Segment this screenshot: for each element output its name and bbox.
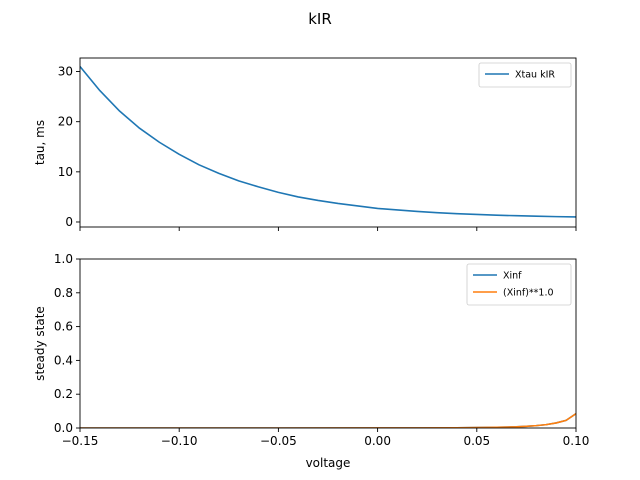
y-tick-label: 0.4 [54,353,73,367]
legend-label: (Xinf)**1.0 [503,288,554,299]
y-tick-label: 0.6 [54,320,73,334]
y-tick-label: 20 [58,115,73,129]
x-tick-label: −0.15 [62,434,99,448]
x-tick-label: 0.10 [563,434,590,448]
axes-frame [79,57,577,228]
legend-label: Xtau kIR [515,70,555,81]
y-tick-label: 0.8 [54,286,73,300]
x-tick-label: −0.10 [161,434,198,448]
x-tick-label: 0.05 [463,434,490,448]
y-tick-label: 0 [65,215,73,229]
panels: 0 10 20 30 tau, ms Xtau kIR −0.15 −0.10 −0.05 0.0… [33,57,589,448]
y-axis-label: tau, ms [33,120,47,165]
legend: Xinf (Xinf)**1.0 [466,263,572,306]
x-tick-label: 0.00 [364,434,391,448]
y-tick-label: 30 [58,65,73,79]
axes-frame [79,258,577,429]
y-tick-label: 0.2 [54,387,73,401]
chart-title: kIR [308,10,332,28]
series-line-1 [80,412,576,428]
x-axis-label: voltage [306,456,351,470]
panel-2: −0.15 −0.10 −0.05 0.00 0.05 0.10 0.0 0.2 0.4 0.6 0… [33,252,589,448]
legend-box [478,62,572,88]
y-tick-label: 0.0 [54,421,73,435]
series-line-2 [80,412,576,428]
series-line-1 [80,66,576,218]
y-axis-label: steady state [33,306,47,381]
legend-label: Xinf [503,271,522,282]
y-tick-label: 1.0 [54,252,73,266]
panel-1: 0 10 20 30 tau, ms Xtau kIR [33,57,577,231]
y-tick-label: 10 [58,165,73,179]
x-tick-label: −0.05 [260,434,297,448]
legend: Xtau kIR [478,62,572,88]
